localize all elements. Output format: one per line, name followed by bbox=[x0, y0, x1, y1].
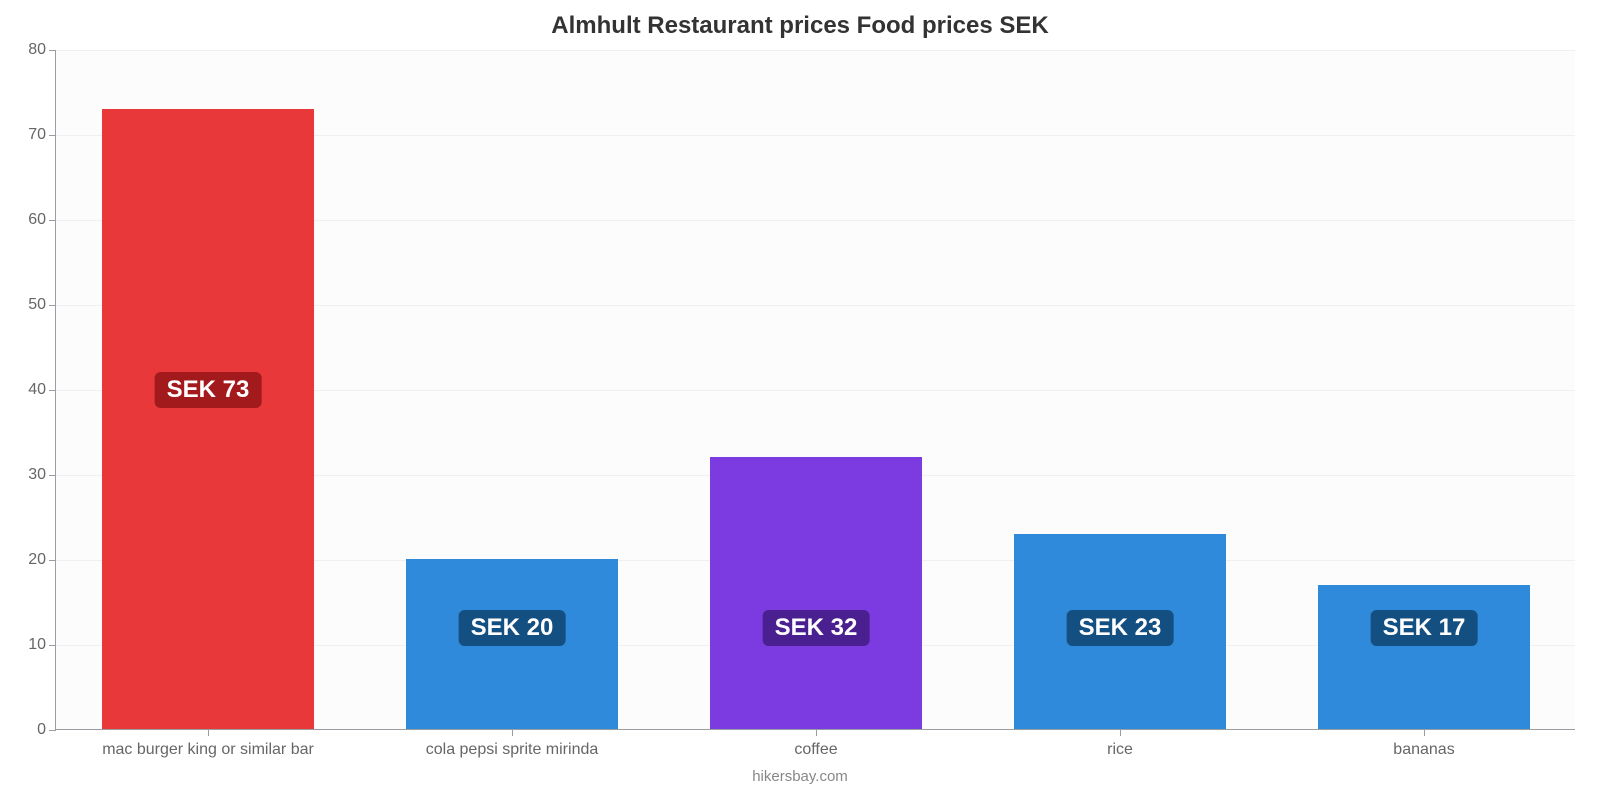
value-badge: SEK 20 bbox=[459, 610, 566, 646]
x-tick-label: rice bbox=[1107, 729, 1133, 759]
y-tick-label: 50 bbox=[28, 296, 56, 314]
y-tick-label: 20 bbox=[28, 551, 56, 569]
y-tick-label: 0 bbox=[37, 721, 56, 739]
bar bbox=[710, 457, 923, 729]
x-tick-label: bananas bbox=[1393, 729, 1454, 759]
value-badge: SEK 32 bbox=[763, 610, 870, 646]
value-badge: SEK 23 bbox=[1067, 610, 1174, 646]
x-tick-label: cola pepsi sprite mirinda bbox=[426, 729, 599, 759]
y-tick-label: 10 bbox=[28, 636, 56, 654]
chart-footer: hikersbay.com bbox=[0, 768, 1600, 785]
x-tick-label: coffee bbox=[794, 729, 837, 759]
chart-plot-area: 01020304050607080mac burger king or simi… bbox=[55, 50, 1575, 730]
y-tick-label: 70 bbox=[28, 126, 56, 144]
bar bbox=[1318, 585, 1531, 730]
chart-title: Almhult Restaurant prices Food prices SE… bbox=[0, 12, 1600, 40]
value-badge: SEK 73 bbox=[155, 372, 262, 408]
y-tick-label: 40 bbox=[28, 381, 56, 399]
y-tick-label: 30 bbox=[28, 466, 56, 484]
x-tick-label: mac burger king or similar bar bbox=[102, 729, 314, 759]
y-tick-label: 60 bbox=[28, 211, 56, 229]
value-badge: SEK 17 bbox=[1371, 610, 1478, 646]
gridline bbox=[56, 50, 1575, 51]
bar bbox=[102, 109, 315, 730]
y-tick-label: 80 bbox=[28, 41, 56, 59]
